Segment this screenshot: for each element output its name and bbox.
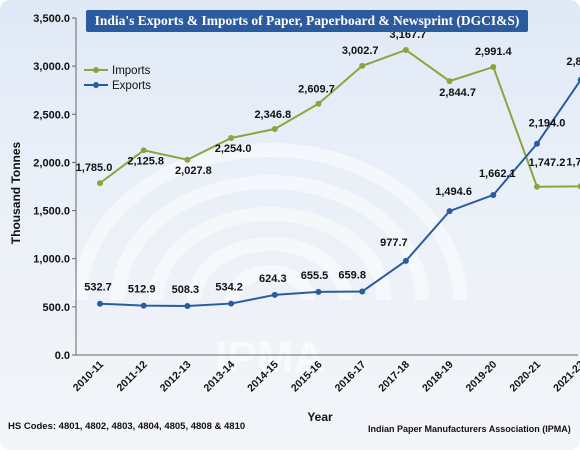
imports-point (402, 46, 409, 53)
exports-line (99, 79, 580, 308)
imports-data-label: 2,125.8 (127, 155, 164, 167)
imports-point (97, 180, 103, 187)
exports-data-label: 977.7 (380, 237, 408, 249)
chart-title: India's Exports & Imports of Paper, Pape… (94, 13, 520, 28)
legend-imports-label: Imports (112, 65, 151, 77)
exports-data-label: 534.2 (215, 282, 243, 294)
hs-codes-note: HS Codes: 4801, 4802, 4803, 4804, 4805, … (8, 421, 246, 432)
x-tick-label: 2020-21 (507, 359, 543, 395)
exports-data-label: 532.7 (84, 282, 112, 294)
imports-data-label: 2,844.7 (439, 87, 476, 99)
y-axis-label: Thousand Tonnes (9, 141, 23, 244)
y-tick-label: 0.0 (55, 350, 70, 362)
imports-data-label: 2,027.8 (175, 165, 212, 177)
imports-point (184, 156, 191, 163)
data-labels: 1,785.0 2,125.8 2,027.82,254.0 2,346.8 2,609… (76, 29, 580, 296)
x-tick-label: 2019-20 (464, 359, 500, 395)
imports-point (490, 63, 497, 70)
exports-data-label: 659.8 (338, 269, 366, 281)
imports-point (315, 100, 322, 107)
exports-point (446, 208, 453, 215)
exports-data-label: 2,194.0 (529, 118, 566, 130)
exports-point (577, 77, 580, 83)
exports-data-label: 655.5 (301, 270, 329, 282)
exports-data-label: 1,662.1 (479, 168, 516, 180)
imports-point (228, 134, 235, 141)
chart-title-bar: India's Exports & Imports of Paper, Pape… (86, 10, 528, 32)
y-tick-label: 3,500.0 (33, 13, 70, 25)
x-axis-label: Year (307, 410, 333, 424)
exports-point (490, 191, 497, 198)
legend-exports-marker (93, 82, 99, 88)
imports-data-label: 3,002.7 (342, 45, 379, 57)
imports-data-label: 2,346.8 (254, 109, 291, 121)
exports-point (359, 288, 366, 295)
exports-point (184, 303, 191, 310)
exports-data-label: 2,856.7 (566, 56, 580, 68)
imports-point (534, 183, 540, 190)
imports-data-label: 2,991.4 (475, 46, 513, 58)
imports-data-label: 2,254.0 (215, 143, 252, 155)
imports-point (577, 183, 580, 190)
x-tick-label: 2017-18 (376, 359, 412, 395)
exports-data-label: 624.3 (259, 273, 287, 285)
exports-point (228, 300, 235, 307)
imports-line (99, 48, 580, 188)
exports-data-label: 508.3 (172, 284, 200, 296)
exports-point (315, 288, 322, 295)
exports-point (402, 257, 409, 264)
y-tick-label: 1,000.0 (33, 254, 70, 266)
x-tick-label: 2016-17 (333, 359, 369, 395)
imports-point (446, 78, 453, 85)
y-tick-labels: 0.0 500.0 1,000.0 1,500.0 2,000.0 2,500.0 3,00… (33, 13, 76, 362)
exports-data-label: 1,494.6 (435, 186, 472, 198)
x-tick-label: 2011-12 (114, 359, 149, 394)
x-tick-label: 2021-22 (551, 359, 580, 395)
y-tick-label: 2,000.0 (33, 157, 70, 169)
imports-data-label: 1,785.0 (76, 162, 113, 174)
x-tick-label: 2018-19 (420, 359, 456, 395)
imports-data-label: 2,609.7 (298, 84, 335, 96)
legend: Imports Exports (84, 65, 151, 92)
series-layer (97, 46, 580, 310)
imports-point (140, 147, 147, 154)
x-tick-label: 2012-13 (158, 359, 194, 395)
imports-point (271, 126, 278, 133)
x-tick-labels: 2010-11 2011-12 2012-13 2013-14 2014-15 2015-… (71, 359, 580, 395)
exports-data-label: 512.9 (128, 284, 156, 296)
y-tick-label: 2,500.0 (33, 109, 70, 121)
exports-point (97, 300, 103, 307)
legend-imports-marker (93, 67, 99, 73)
exports-point (271, 291, 278, 298)
y-tick-label: 1,500.0 (33, 206, 70, 218)
imports-data-label: 1,747.2 (529, 157, 566, 169)
exports-point (534, 140, 540, 147)
legend-exports-label: Exports (112, 80, 151, 92)
y-tick-label: 500.0 (42, 302, 70, 314)
y-tick-label: 3,000.0 (33, 61, 70, 73)
source-note: Indian Paper Manufacturers Association (… (368, 424, 571, 434)
x-tick-label: 2010-11 (71, 359, 106, 394)
imports-point (359, 62, 366, 69)
ipma-logo-icon (73, 143, 467, 301)
exports-point (140, 302, 147, 309)
watermark-text: IPMA (215, 333, 325, 382)
imports-data-label: 1,751.5 (566, 156, 580, 168)
